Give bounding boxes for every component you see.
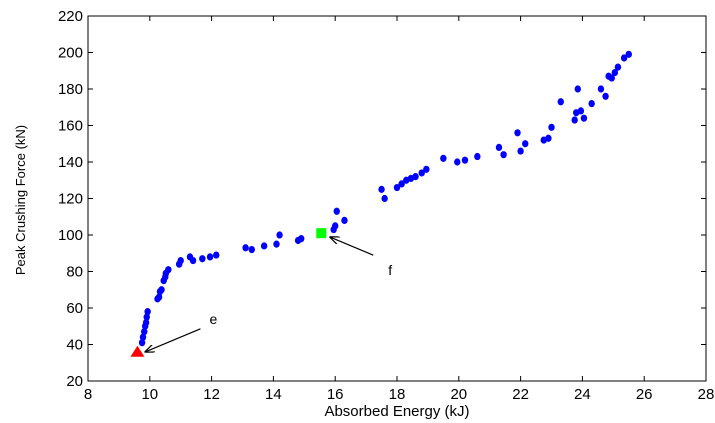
data-point bbox=[206, 253, 214, 261]
highlight-point-e bbox=[130, 345, 145, 357]
annotation-label-e: e bbox=[209, 311, 217, 327]
axes: 8 10 12 14 16 18 20 22 24 26 28 20 40 60 80 100 120 140 16… bbox=[58, 8, 714, 403]
data-points bbox=[138, 50, 632, 347]
data-point bbox=[298, 235, 305, 243]
y-tick-label: 120 bbox=[58, 191, 83, 208]
x-tick-label: 26 bbox=[636, 386, 653, 403]
data-point bbox=[423, 165, 430, 173]
y-tick-label: 200 bbox=[58, 45, 83, 62]
data-point bbox=[378, 185, 385, 193]
data-point bbox=[381, 194, 388, 203]
y-tick-label: 80 bbox=[66, 264, 83, 281]
x-tick-label: 8 bbox=[84, 386, 92, 403]
x-tick-label: 18 bbox=[389, 386, 406, 403]
data-point bbox=[602, 92, 609, 100]
data-point bbox=[141, 328, 148, 336]
y-tick-label: 60 bbox=[66, 300, 83, 317]
data-point bbox=[517, 147, 524, 155]
data-point bbox=[514, 129, 521, 137]
data-point bbox=[177, 256, 184, 265]
data-point bbox=[461, 156, 469, 164]
data-point bbox=[588, 100, 595, 108]
data-point bbox=[138, 339, 146, 347]
data-point bbox=[545, 134, 552, 142]
data-point bbox=[242, 244, 249, 252]
data-point bbox=[143, 313, 150, 321]
data-point bbox=[522, 140, 529, 148]
data-point bbox=[139, 333, 147, 341]
y-tick-label: 180 bbox=[58, 81, 83, 98]
data-point bbox=[577, 107, 585, 115]
data-point bbox=[557, 98, 564, 106]
y-tick-label: 40 bbox=[66, 337, 83, 354]
data-point bbox=[495, 143, 503, 151]
x-tick-label: 12 bbox=[203, 386, 220, 403]
data-point bbox=[398, 180, 405, 188]
y-tick-label: 160 bbox=[58, 118, 83, 135]
data-point bbox=[614, 63, 622, 71]
data-point bbox=[158, 286, 165, 294]
y-tick-label: 140 bbox=[58, 154, 83, 171]
data-point bbox=[548, 123, 555, 131]
annotation-label-f: f bbox=[388, 262, 392, 278]
data-point bbox=[393, 183, 401, 192]
x-tick-label: 20 bbox=[450, 386, 467, 403]
data-point bbox=[625, 50, 632, 58]
highlight-point-f bbox=[316, 228, 327, 239]
data-point bbox=[574, 85, 581, 93]
data-point bbox=[571, 116, 578, 124]
data-point bbox=[144, 308, 151, 316]
data-point bbox=[412, 173, 419, 181]
data-point bbox=[248, 246, 255, 254]
data-point bbox=[273, 240, 280, 248]
x-tick-label: 24 bbox=[574, 386, 591, 403]
data-point bbox=[341, 216, 348, 224]
data-point bbox=[580, 114, 588, 122]
highlighted-points bbox=[130, 228, 327, 357]
annotation-arrow-f bbox=[330, 237, 374, 256]
data-point bbox=[620, 54, 628, 62]
x-tick-label: 14 bbox=[265, 386, 282, 403]
annotation-arrow-e bbox=[145, 328, 201, 352]
data-point bbox=[500, 151, 507, 159]
data-point bbox=[611, 68, 619, 77]
x-tick-label: 28 bbox=[698, 386, 715, 403]
annotations: ef bbox=[145, 237, 392, 352]
data-point bbox=[474, 152, 481, 161]
x-tick-label: 16 bbox=[327, 386, 344, 403]
y-tick-label: 220 bbox=[58, 8, 83, 25]
data-point bbox=[155, 293, 163, 301]
data-point bbox=[165, 266, 172, 274]
data-point bbox=[199, 255, 206, 263]
data-point bbox=[260, 242, 268, 250]
data-point bbox=[142, 319, 150, 327]
data-point bbox=[454, 158, 461, 166]
x-axis-title: Absorbed Energy (kJ) bbox=[324, 403, 469, 420]
data-point bbox=[213, 251, 220, 259]
y-tick-label: 100 bbox=[58, 227, 83, 244]
x-tick-label: 10 bbox=[141, 386, 158, 403]
data-point bbox=[440, 154, 447, 162]
data-point bbox=[608, 74, 615, 82]
data-point bbox=[332, 222, 339, 230]
data-point bbox=[597, 85, 605, 93]
y-axis-title: Peak Crushing Force (kN) bbox=[13, 125, 28, 275]
x-tick-label: 22 bbox=[512, 386, 529, 403]
data-point bbox=[276, 231, 283, 239]
data-point bbox=[333, 207, 340, 215]
data-point bbox=[189, 256, 197, 265]
data-point bbox=[418, 169, 425, 177]
y-tick-label: 20 bbox=[66, 373, 83, 390]
